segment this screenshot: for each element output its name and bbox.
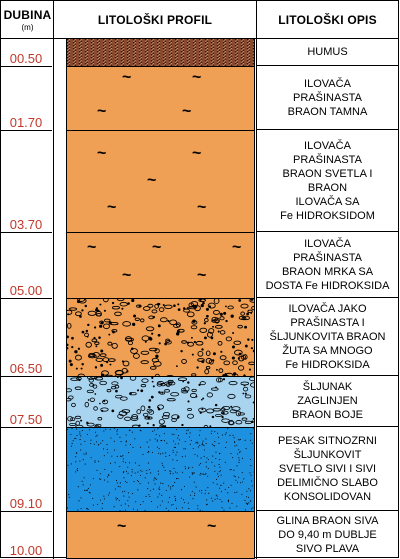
clay-symbol: ~: [117, 518, 127, 535]
depth-label: 10.00: [9, 543, 43, 558]
layer-description-text: ILOVAČA JAKO PRAŠINASTA I ŠLJUNKOVITA BR…: [269, 302, 386, 371]
depth-separator: [0, 427, 52, 428]
column-divider: [256, 1, 257, 559]
profile-column-header: LITOLOŠKI PROFIL: [53, 1, 257, 39]
layer-pattern: [67, 299, 254, 376]
layer-description: PESAK SITNOZRNI ŠLJUNKOVIT SVETLO SIVI I…: [256, 427, 399, 511]
depth-column-header: DUBINA (m): [1, 1, 54, 39]
profile-layer-ilovaca-gravel: [66, 298, 255, 377]
profile-layer-ilovaca: ~ ~ ~ ~ ~: [66, 130, 255, 233]
layer-description-text: ILOVAČA PRAŠINASTA BRAON MRKA SA DOSTA F…: [265, 237, 390, 292]
clay-symbol: ~: [192, 69, 202, 86]
depth-label: 05.00: [9, 283, 43, 298]
profile-layer-glina: ~ ~: [66, 511, 255, 559]
depth-label: 06.50: [9, 361, 43, 376]
depth-unit: (m): [21, 22, 34, 32]
depth-label: 01.70: [9, 115, 43, 130]
layer-pattern: [67, 233, 254, 298]
clay-symbol: ~: [232, 239, 242, 256]
profile-layer-humus: [66, 38, 255, 67]
clay-symbol: ~: [97, 145, 107, 162]
layer-pattern: [67, 428, 254, 511]
clay-symbol: ~: [192, 145, 202, 162]
clay-symbol: ~: [87, 239, 97, 256]
depth-label: 03.70: [9, 217, 43, 232]
clay-symbol: ~: [207, 518, 217, 535]
clay-symbol: ~: [147, 172, 157, 189]
layer-description: HUMUS: [256, 38, 399, 66]
depth-label: 00.50: [9, 51, 43, 66]
clay-symbol: ~: [107, 199, 117, 216]
depth-label: 09.10: [9, 496, 43, 511]
layer-description: ILOVAČA PRAŠINASTA BRAON MRKA SA DOSTA F…: [256, 232, 399, 298]
layer-description: ILOVAČA PRAŠINASTA BRAON SVETLA I BRAON …: [256, 130, 399, 232]
depth-separator: [0, 232, 52, 233]
layer-description-text: ILOVAČA PRAŠINASTA BRAON TAMNA: [287, 77, 368, 118]
clay-symbol: ~: [197, 199, 207, 216]
layer-description: ILOVAČA JAKO PRAŠINASTA I ŠLJUNKOVITA BR…: [256, 298, 399, 376]
layer-description-text: PESAK SITNOZRNI ŠLJUNKOVIT SVETLO SIVI I…: [277, 434, 378, 503]
layer-description-text: ŠLJUNAK ZAGLINJEN BRAON BOJE: [292, 381, 363, 421]
clay-symbol: ~: [122, 267, 132, 284]
depth-label: 07.50: [9, 412, 43, 427]
clay-symbol: ~: [152, 239, 162, 256]
description-title: LITOLOŠKI OPIS: [278, 12, 377, 27]
depth-separator: [0, 298, 52, 299]
depth-separator: [0, 66, 52, 67]
clay-symbol: ~: [182, 103, 192, 120]
profile-title: LITOLOŠKI PROFIL: [97, 12, 213, 27]
layer-pattern: [67, 377, 254, 427]
profile-layer-ilovaca: ~ ~ ~ ~ ~: [66, 232, 255, 299]
depth-title: DUBINA: [3, 7, 52, 22]
depth-separator: [0, 511, 52, 512]
depth-separator: [0, 130, 52, 131]
profile-layer-ilovaca: ~ ~ ~ ~: [66, 66, 255, 131]
layer-description-text: GLINA BRAON SIVA DO 9,40 m DUBLJE SIVO P…: [276, 514, 379, 555]
layer-description-text: HUMUS: [307, 45, 348, 58]
clay-symbol: ~: [97, 103, 107, 120]
clay-symbol: ~: [197, 267, 207, 284]
depth-separator: [0, 376, 52, 377]
layer-pattern: [67, 512, 254, 558]
layer-description-text: ILOVAČA PRAŠINASTA BRAON SVETLA I BRAON …: [280, 139, 375, 222]
layer-description: GLINA BRAON SIVA DO 9,40 m DUBLJE SIVO P…: [256, 511, 399, 558]
column-divider: [53, 1, 54, 559]
profile-layer-pesak: [66, 427, 255, 512]
layer-pattern: [67, 39, 254, 66]
description-column-header: LITOLOŠKI OPIS: [256, 1, 399, 39]
layer-pattern: [67, 131, 254, 232]
layer-pattern: [67, 67, 254, 130]
profile-layer-sljunak: [66, 376, 255, 428]
layer-description: ILOVAČA PRAŠINASTA BRAON TAMNA: [256, 66, 399, 130]
layer-description: ŠLJUNAK ZAGLINJEN BRAON BOJE: [256, 376, 399, 427]
clay-symbol: ~: [122, 69, 132, 86]
